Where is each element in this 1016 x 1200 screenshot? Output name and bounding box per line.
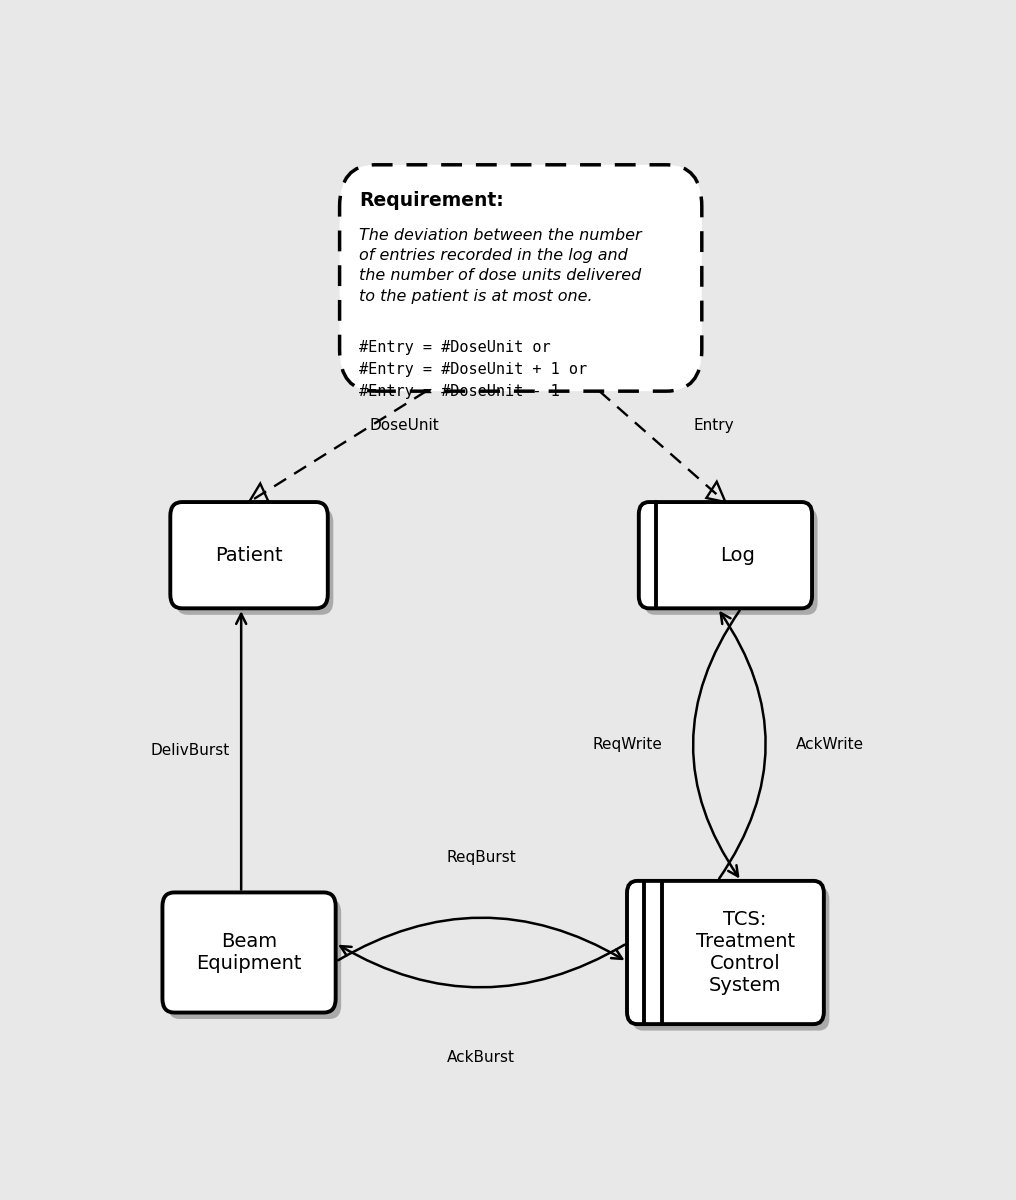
Text: Patient: Patient	[215, 546, 282, 565]
FancyBboxPatch shape	[163, 893, 335, 1013]
FancyBboxPatch shape	[339, 164, 702, 391]
Text: DelivBurst: DelivBurst	[150, 743, 230, 758]
FancyBboxPatch shape	[171, 502, 328, 608]
Text: ReqWrite: ReqWrite	[592, 737, 662, 752]
FancyBboxPatch shape	[644, 509, 818, 614]
FancyBboxPatch shape	[639, 502, 812, 608]
Text: Beam
Equipment: Beam Equipment	[196, 932, 302, 973]
FancyBboxPatch shape	[168, 899, 341, 1019]
Text: ReqBurst: ReqBurst	[446, 850, 516, 865]
Text: #Entry = #DoseUnit or
#Entry = #DoseUnit + 1 or
#Entry = #DoseUnit - 1: #Entry = #DoseUnit or #Entry = #DoseUnit…	[360, 341, 587, 398]
FancyBboxPatch shape	[633, 887, 829, 1031]
Text: Requirement:: Requirement:	[360, 191, 504, 210]
Text: DoseUnit: DoseUnit	[369, 418, 439, 433]
Text: Log: Log	[719, 546, 755, 565]
FancyBboxPatch shape	[627, 881, 824, 1024]
Text: AckWrite: AckWrite	[797, 737, 865, 752]
Text: The deviation between the number
of entries recorded in the log and
the number o: The deviation between the number of entr…	[360, 228, 642, 304]
Text: Entry: Entry	[694, 418, 735, 433]
Text: TCS:
Treatment
Control
System: TCS: Treatment Control System	[696, 910, 795, 995]
Text: AckBurst: AckBurst	[447, 1050, 515, 1064]
FancyBboxPatch shape	[176, 509, 333, 614]
